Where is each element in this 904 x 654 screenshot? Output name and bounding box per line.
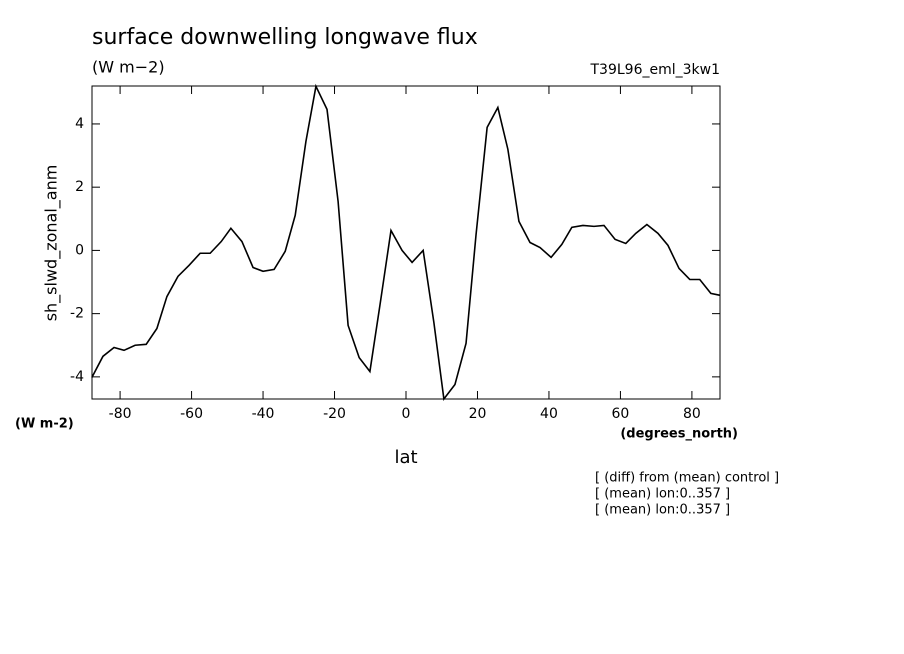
- y-tick-label: 4: [75, 116, 84, 132]
- x-axis-label: lat: [394, 447, 417, 468]
- chart-subtitle: (W m−2): [92, 58, 165, 77]
- y-tick-label: 2: [75, 179, 84, 195]
- x-tick-label: 40: [540, 406, 558, 422]
- x-tick-label: -60: [180, 406, 203, 422]
- x-tick-label: 0: [402, 406, 411, 422]
- x-units: (degrees_north): [620, 427, 738, 442]
- y-tick-label: 0: [75, 242, 84, 258]
- chart-title: surface downwelling longwave flux: [92, 25, 478, 50]
- x-tick-label: 60: [612, 406, 630, 422]
- x-tick-label: -40: [252, 406, 275, 422]
- note: [ (diff) from (mean) control ]: [595, 471, 779, 486]
- y-units: (W m-2): [15, 417, 74, 432]
- x-tick-label: 20: [469, 406, 487, 422]
- y-tick-label: -2: [70, 306, 84, 322]
- x-tick-label: -20: [323, 406, 346, 422]
- note: [ (mean) lon:0..357 ]: [595, 503, 730, 518]
- data-line: [91, 83, 721, 402]
- y-tick-label: -4: [70, 369, 84, 385]
- x-tick-label: 80: [683, 406, 701, 422]
- dataset-label: T39L96_eml_3kw1: [590, 62, 721, 78]
- y-axis-label: sh_slwd_zonal_anm: [42, 165, 62, 322]
- note: [ (mean) lon:0..357 ]: [595, 487, 730, 502]
- x-tick-label: -80: [109, 406, 132, 422]
